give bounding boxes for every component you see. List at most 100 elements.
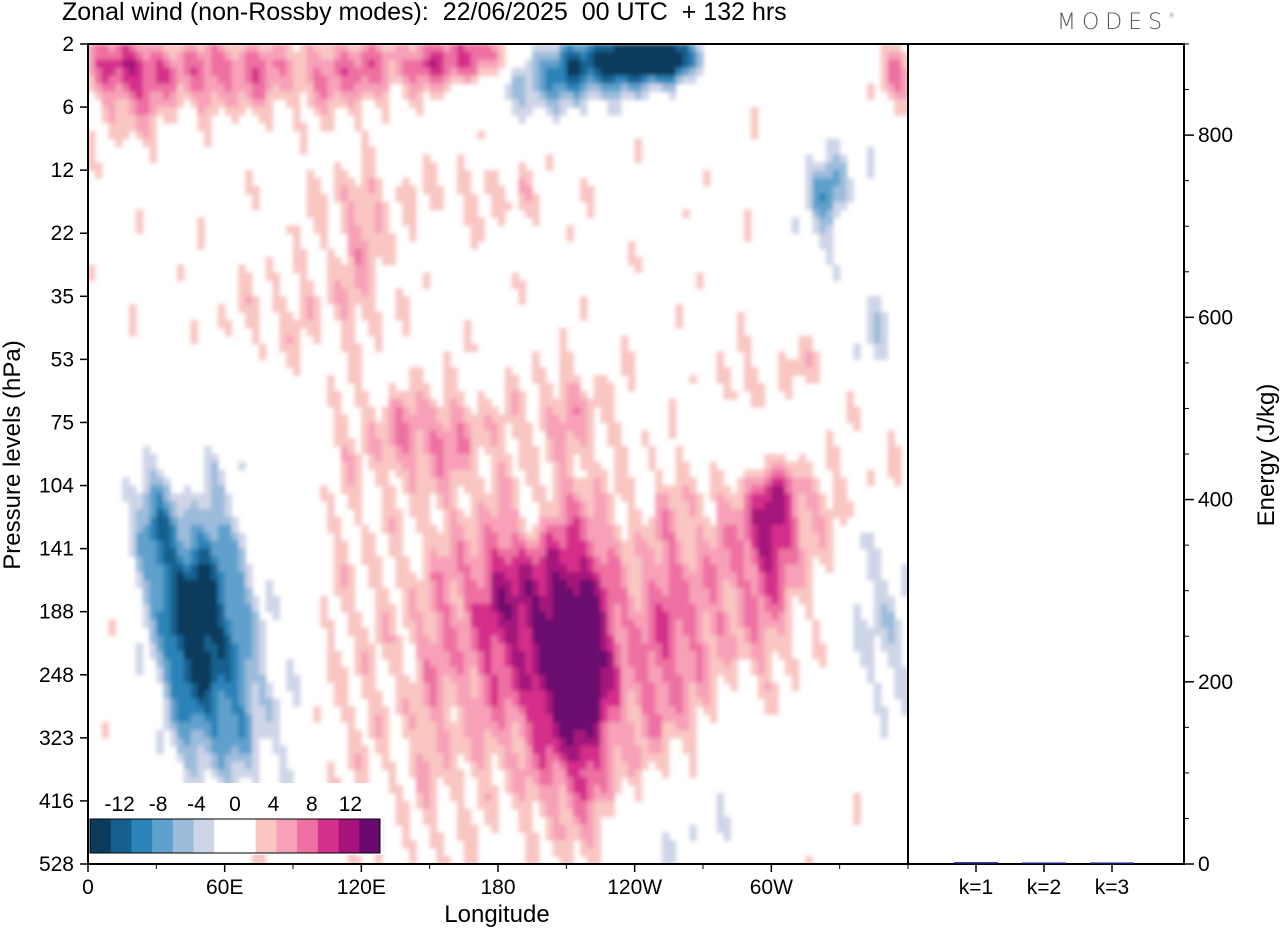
heatmap-cell — [723, 619, 731, 629]
heatmap-cell — [655, 532, 663, 542]
heatmap-cell — [744, 509, 752, 518]
heatmap-cell — [600, 674, 615, 684]
heatmap-cell — [545, 67, 567, 77]
heatmap-cell — [470, 59, 479, 69]
heatmap-cell — [354, 643, 376, 652]
heatmap-cell — [245, 666, 260, 676]
heatmap-cell — [347, 209, 356, 219]
heatmap-cell — [853, 351, 861, 360]
heatmap-cell — [532, 737, 561, 747]
heatmap-cell — [204, 469, 212, 479]
heatmap-cell — [614, 753, 622, 763]
heatmap-cell — [101, 107, 110, 116]
heatmap-cell — [614, 761, 629, 770]
heatmap-cell — [539, 800, 547, 810]
heatmap-cell — [873, 619, 882, 629]
heatmap-cell — [484, 548, 492, 558]
heatmap-cell — [443, 75, 451, 85]
heatmap-cell — [293, 75, 308, 85]
heatmap-cell — [443, 83, 451, 92]
heatmap-cell — [368, 272, 376, 282]
heatmap-cell — [142, 556, 157, 565]
heatmap-cell — [293, 690, 301, 700]
heatmap-cell — [778, 351, 786, 360]
heatmap-cell — [798, 509, 813, 518]
heatmap-cell — [381, 635, 397, 644]
heatmap-cell — [491, 595, 499, 605]
heatmap-cell — [627, 241, 636, 250]
heatmap-cell — [381, 517, 390, 526]
heatmap-cell — [648, 659, 656, 668]
heatmap-cell — [197, 572, 212, 581]
heatmap-cell — [566, 51, 581, 61]
heatmap-cell — [600, 682, 615, 692]
heatmap-cell — [258, 75, 267, 85]
heatmap-cell — [607, 785, 615, 794]
heatmap-cell — [532, 75, 540, 85]
heatmap-cell — [416, 722, 438, 731]
heatmap-cell — [832, 477, 848, 487]
heatmap-cell — [477, 67, 499, 77]
heatmap-cell — [655, 485, 684, 495]
heatmap-cell — [586, 800, 595, 810]
heatmap-cell — [696, 51, 704, 61]
heatmap-cell — [231, 67, 246, 77]
heatmap-cell — [744, 517, 752, 526]
heatmap-cell — [539, 59, 561, 69]
colorbar-swatch — [131, 819, 153, 853]
heatmap-cell — [443, 469, 451, 479]
heatmap-cell — [416, 438, 424, 447]
heatmap-cell — [347, 312, 356, 321]
heatmap-cell — [293, 241, 301, 250]
heatmap-cell — [436, 666, 458, 676]
heatmap-cell — [327, 501, 335, 510]
heatmap-cell — [395, 808, 410, 818]
heatmap-cell — [231, 524, 239, 534]
heatmap-cell — [532, 611, 547, 621]
heatmap-cell — [696, 627, 704, 636]
heatmap-cell — [504, 83, 513, 92]
heatmap-cell — [163, 603, 171, 613]
heatmap-cell — [682, 548, 697, 558]
heatmap-cell — [518, 517, 526, 526]
heatmap-cell — [327, 666, 349, 676]
heatmap-cell — [559, 367, 574, 376]
heatmap-cell — [381, 201, 390, 211]
heatmap-cell — [416, 91, 424, 100]
heatmap-cell — [511, 722, 520, 731]
heatmap-cell — [887, 51, 902, 61]
heatmap-cell — [149, 643, 157, 652]
heatmap-cell — [245, 319, 260, 329]
heatmap-cell — [409, 485, 417, 495]
heatmap-cell — [450, 524, 465, 534]
heatmap-cell — [245, 564, 253, 573]
heatmap-cell — [518, 548, 526, 558]
heatmap-cell — [238, 666, 246, 676]
heatmap-cell — [709, 666, 738, 676]
heatmap-cell — [675, 540, 684, 550]
heatmap-cell — [614, 651, 622, 660]
heatmap-cell — [470, 619, 499, 629]
heatmap-cell — [416, 619, 424, 629]
y-tick-label: 323 — [39, 727, 74, 750]
heatmap-cell — [170, 493, 212, 502]
heatmap-cell — [224, 619, 233, 629]
heatmap-cell — [532, 777, 540, 786]
heatmap-cell — [798, 595, 813, 605]
heatmap-cell — [826, 209, 834, 219]
heatmap-cell — [498, 438, 506, 447]
heatmap-cell — [873, 327, 882, 337]
heatmap-cell — [101, 75, 110, 85]
heatmap-cell — [668, 540, 677, 550]
heatmap-cell — [252, 83, 267, 92]
heatmap-cell — [634, 548, 656, 558]
heatmap-cell — [443, 383, 458, 392]
heatmap-cell — [498, 588, 506, 597]
heatmap-cell — [122, 75, 144, 85]
heatmap-cell — [491, 201, 513, 211]
heatmap-cell — [552, 83, 567, 92]
heatmap-cell — [491, 572, 506, 581]
heatmap-cell — [279, 312, 294, 321]
heatmap-cell — [156, 501, 164, 510]
heatmap-cell — [484, 556, 492, 565]
